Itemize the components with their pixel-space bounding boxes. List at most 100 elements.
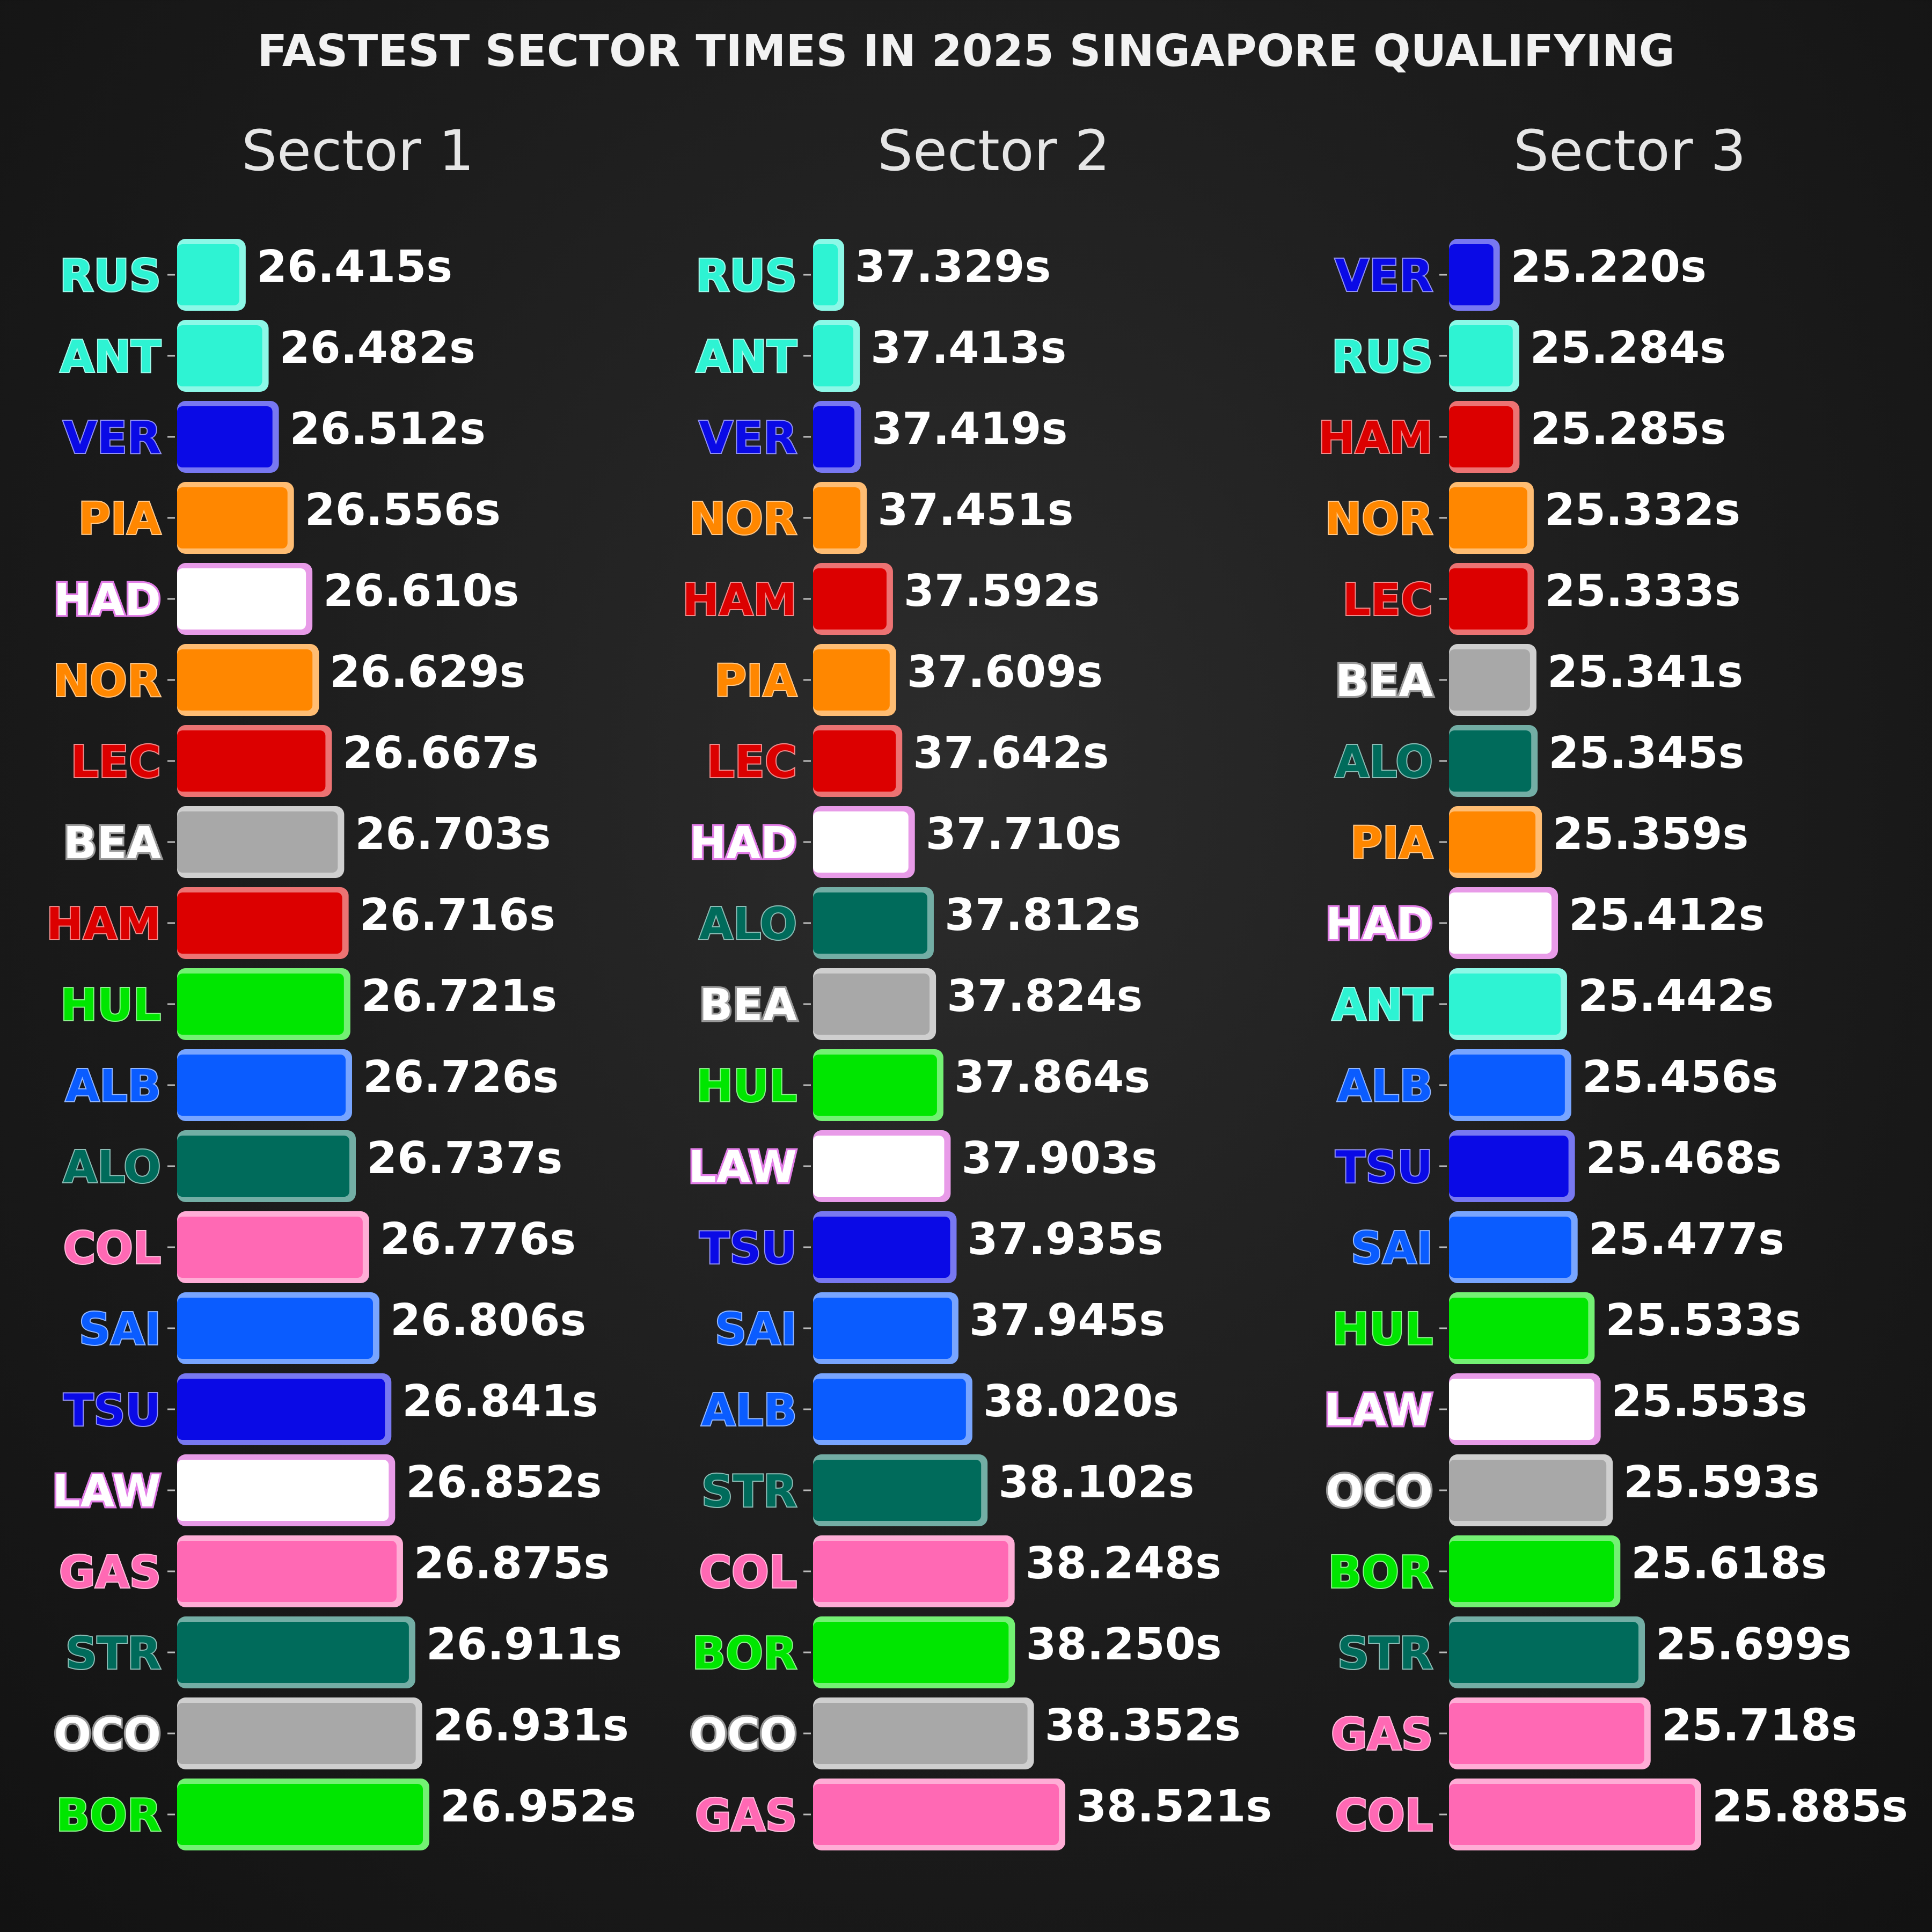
driver-label: HUL (1333, 1304, 1433, 1355)
bar (813, 1136, 945, 1197)
driver-label: ALO (63, 1142, 162, 1193)
bar (1449, 406, 1513, 467)
value-label: 37.413s (870, 323, 1066, 374)
value-label: 37.609s (907, 647, 1103, 698)
driver-label: HAM (1318, 413, 1433, 464)
bar (813, 1541, 1008, 1602)
value-label: 26.952s (440, 1781, 636, 1832)
value-label: 26.512s (290, 404, 486, 455)
bar (177, 1460, 389, 1521)
bar (813, 1703, 1028, 1764)
bar (1449, 892, 1552, 954)
sector-3-panel: Sector 3 VER 25.220s RUS 25.284s HAM 25.285s N… (1293, 107, 1927, 1878)
driver-label: LEC (1343, 575, 1433, 626)
driver-label: VER (699, 413, 797, 464)
bar (1449, 1055, 1565, 1116)
value-label: 25.333s (1545, 566, 1740, 617)
value-label: 37.451s (877, 485, 1073, 536)
driver-label: PIA (78, 494, 162, 545)
bar (177, 974, 344, 1035)
value-label: 26.610s (323, 566, 519, 617)
value-label: 26.911s (426, 1619, 622, 1670)
value-label: 26.629s (330, 647, 525, 698)
bar (813, 1379, 966, 1440)
driver-label: ALO (699, 899, 797, 950)
bar (177, 1784, 423, 1845)
driver-label: LEC (71, 737, 161, 788)
value-label: 37.903s (961, 1133, 1157, 1184)
driver-label: BOR (692, 1628, 797, 1679)
bar (177, 1622, 409, 1683)
value-label: 25.456s (1582, 1052, 1778, 1103)
value-label: 25.285s (1530, 404, 1726, 455)
bar (813, 1055, 937, 1116)
bar (813, 487, 861, 548)
driver-label: ALB (1337, 1061, 1433, 1112)
value-label: 37.592s (904, 566, 1100, 617)
bar (1449, 244, 1494, 305)
driver-label: LEC (707, 737, 797, 788)
driver-label: ALO (1335, 737, 1433, 788)
driver-label: NOR (1325, 494, 1433, 545)
value-label: 25.345s (1548, 728, 1744, 779)
bar (813, 325, 854, 386)
value-label: 25.332s (1545, 485, 1740, 536)
bar (813, 1460, 982, 1521)
driver-label: RUS (60, 251, 161, 302)
bar (1449, 325, 1513, 386)
bar (1449, 1379, 1594, 1440)
value-label: 38.102s (998, 1457, 1194, 1508)
value-label: 25.284s (1530, 323, 1726, 374)
value-label: 26.667s (342, 728, 538, 779)
driver-label: LAW (53, 1466, 161, 1517)
bar (177, 1541, 397, 1602)
bar (177, 1703, 416, 1764)
value-label: 37.710s (926, 809, 1122, 860)
bar (177, 649, 313, 711)
driver-label: STR (1337, 1628, 1433, 1679)
driver-label: GAS (695, 1790, 797, 1841)
bar (1449, 1703, 1644, 1764)
sector-3-chart: VER 25.220s RUS 25.284s HAM 25.285s NOR 25.332s… (1317, 239, 1908, 1850)
bar (1449, 649, 1530, 711)
driver-label: NOR (53, 656, 161, 707)
driver-label: ALB (65, 1061, 161, 1112)
driver-label: BOR (56, 1790, 161, 1841)
value-label: 25.477s (1589, 1214, 1784, 1265)
bar (177, 1136, 350, 1197)
bar (1449, 568, 1528, 630)
driver-label: STR (65, 1628, 161, 1679)
value-label: 26.716s (360, 890, 555, 941)
driver-label: BEA (63, 818, 162, 869)
value-label: 25.220s (1511, 241, 1707, 292)
value-label: 25.442s (1578, 971, 1774, 1022)
value-label: 37.642s (913, 728, 1109, 779)
driver-label: GAS (59, 1547, 161, 1598)
bar (177, 406, 273, 467)
driver-label: ALB (701, 1385, 797, 1436)
bar (177, 325, 262, 386)
value-label: 26.726s (363, 1052, 559, 1103)
value-label: 25.618s (1631, 1538, 1827, 1589)
bar (1449, 1460, 1607, 1521)
value-label: 25.341s (1547, 647, 1743, 698)
bar (177, 730, 326, 792)
value-label: 26.806s (390, 1295, 586, 1346)
value-label: 37.864s (954, 1052, 1150, 1103)
sector-1-title: Sector 1 (241, 118, 474, 184)
sector-2-panel: Sector 2 RUS 37.329s ANT 37.413s VER 37.419s N… (657, 107, 1291, 1878)
driver-label: HUL (697, 1061, 797, 1112)
bar (177, 1055, 346, 1116)
bar (813, 811, 909, 873)
sector-1-panel: Sector 1 RUS 26.415s ANT 26.482s VER 26.512s P… (21, 107, 655, 1878)
driver-label: COL (63, 1223, 161, 1274)
driver-label: LAW (1324, 1385, 1433, 1436)
driver-label: HAM (682, 575, 797, 626)
value-label: 25.699s (1656, 1619, 1851, 1670)
driver-label: SAI (79, 1304, 161, 1355)
bar (813, 892, 927, 954)
bar (813, 1298, 952, 1359)
value-label: 25.468s (1586, 1133, 1782, 1184)
value-label: 26.841s (402, 1376, 598, 1427)
value-label: 38.248s (1026, 1538, 1221, 1589)
